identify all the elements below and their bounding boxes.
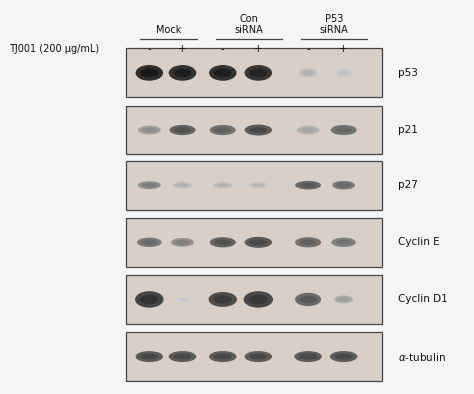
- Text: +: +: [254, 44, 263, 54]
- Ellipse shape: [336, 183, 351, 188]
- FancyBboxPatch shape: [126, 106, 382, 154]
- Ellipse shape: [137, 238, 162, 247]
- Text: +: +: [178, 44, 187, 54]
- Ellipse shape: [249, 182, 268, 188]
- Ellipse shape: [173, 353, 191, 360]
- Text: -: -: [306, 44, 310, 54]
- Ellipse shape: [300, 296, 317, 303]
- Ellipse shape: [335, 353, 353, 360]
- Ellipse shape: [142, 128, 157, 132]
- Text: Cyclin E: Cyclin E: [398, 237, 440, 247]
- Ellipse shape: [213, 296, 232, 303]
- FancyBboxPatch shape: [126, 275, 382, 324]
- Ellipse shape: [209, 351, 237, 362]
- Ellipse shape: [299, 69, 317, 77]
- Text: +: +: [339, 44, 348, 54]
- Ellipse shape: [210, 125, 236, 135]
- Ellipse shape: [140, 353, 158, 360]
- Text: p27: p27: [398, 180, 418, 190]
- Text: $\alpha$-tubulin: $\alpha$-tubulin: [398, 351, 446, 362]
- Ellipse shape: [175, 240, 190, 245]
- Ellipse shape: [176, 184, 189, 187]
- FancyBboxPatch shape: [126, 332, 382, 381]
- Ellipse shape: [173, 182, 192, 188]
- Ellipse shape: [332, 181, 355, 190]
- Ellipse shape: [295, 237, 321, 247]
- Ellipse shape: [138, 181, 161, 189]
- Text: P53
siRNA: P53 siRNA: [320, 14, 348, 35]
- Ellipse shape: [136, 65, 163, 81]
- Ellipse shape: [170, 125, 195, 135]
- Ellipse shape: [335, 127, 352, 133]
- Ellipse shape: [300, 240, 317, 245]
- FancyBboxPatch shape: [126, 48, 382, 97]
- Ellipse shape: [249, 239, 267, 245]
- Ellipse shape: [213, 182, 232, 188]
- Ellipse shape: [173, 69, 191, 77]
- Ellipse shape: [136, 351, 163, 362]
- Ellipse shape: [338, 71, 349, 75]
- Ellipse shape: [301, 128, 316, 132]
- Ellipse shape: [214, 353, 232, 360]
- Text: -: -: [147, 44, 151, 54]
- Ellipse shape: [209, 292, 237, 307]
- Ellipse shape: [334, 296, 353, 303]
- Text: p53: p53: [398, 68, 418, 78]
- Ellipse shape: [336, 240, 352, 245]
- Ellipse shape: [245, 237, 272, 248]
- FancyBboxPatch shape: [126, 161, 382, 210]
- Ellipse shape: [214, 69, 232, 77]
- Ellipse shape: [169, 351, 196, 362]
- Ellipse shape: [174, 297, 191, 302]
- Ellipse shape: [210, 237, 236, 247]
- Ellipse shape: [244, 291, 273, 308]
- Ellipse shape: [171, 238, 194, 247]
- Ellipse shape: [335, 69, 353, 77]
- Ellipse shape: [249, 295, 268, 304]
- Ellipse shape: [252, 184, 264, 187]
- Ellipse shape: [299, 353, 317, 360]
- Ellipse shape: [330, 351, 357, 362]
- Ellipse shape: [177, 298, 188, 301]
- Ellipse shape: [330, 125, 356, 135]
- Ellipse shape: [249, 69, 267, 77]
- Ellipse shape: [331, 238, 356, 247]
- Ellipse shape: [245, 65, 272, 81]
- Text: p21: p21: [398, 125, 418, 135]
- Ellipse shape: [337, 297, 350, 302]
- Ellipse shape: [249, 353, 267, 360]
- Ellipse shape: [297, 126, 319, 134]
- Ellipse shape: [142, 183, 157, 188]
- Ellipse shape: [214, 127, 231, 133]
- FancyBboxPatch shape: [126, 218, 382, 267]
- Ellipse shape: [302, 71, 314, 75]
- Text: Mock: Mock: [155, 26, 181, 35]
- Ellipse shape: [140, 295, 158, 304]
- Ellipse shape: [295, 293, 321, 306]
- Text: Con
siRNA: Con siRNA: [235, 14, 263, 35]
- Ellipse shape: [300, 183, 317, 188]
- Ellipse shape: [295, 181, 321, 190]
- Ellipse shape: [135, 291, 164, 308]
- Ellipse shape: [140, 69, 158, 77]
- Ellipse shape: [174, 127, 191, 133]
- Ellipse shape: [294, 351, 322, 362]
- Ellipse shape: [245, 125, 272, 136]
- Ellipse shape: [169, 65, 196, 81]
- Ellipse shape: [209, 65, 237, 81]
- Ellipse shape: [138, 126, 161, 134]
- Text: TJ001 (200 μg/mL): TJ001 (200 μg/mL): [9, 44, 100, 54]
- Text: Cyclin D1: Cyclin D1: [398, 294, 448, 305]
- Ellipse shape: [245, 351, 272, 362]
- Ellipse shape: [214, 240, 231, 245]
- Text: -: -: [221, 44, 225, 54]
- Ellipse shape: [249, 127, 267, 133]
- Ellipse shape: [217, 184, 229, 187]
- Ellipse shape: [141, 240, 157, 245]
